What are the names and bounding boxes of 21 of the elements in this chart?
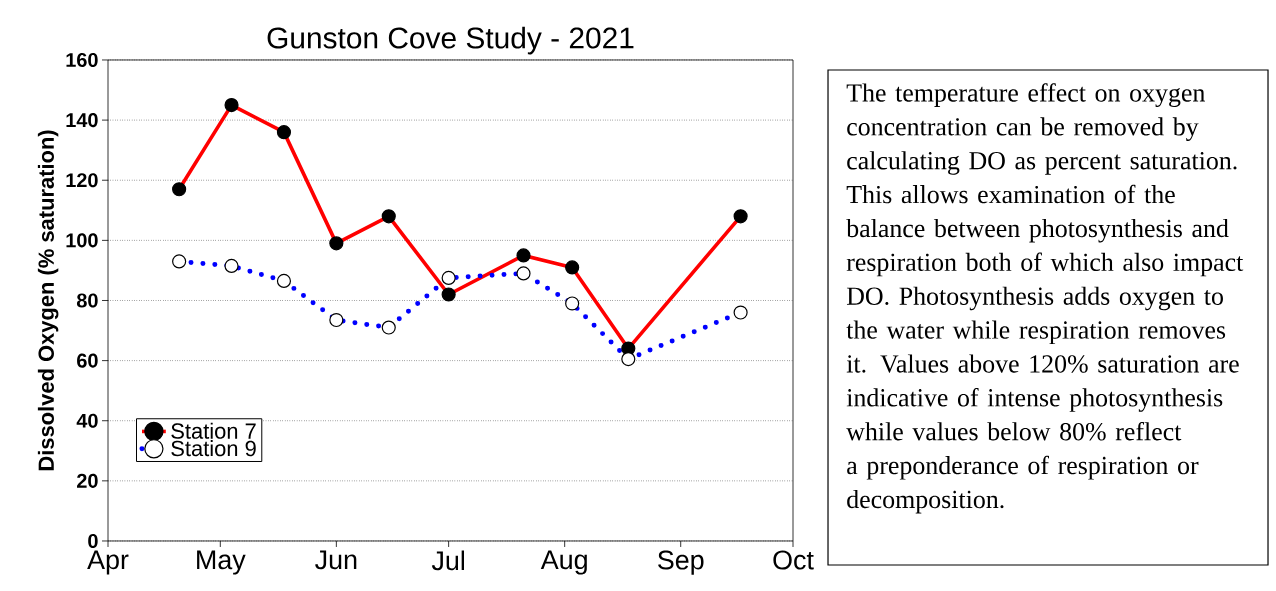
text: The temperature effect on oxygen concentration can be removed by calculating DO as percent saturation. This allows examination of the balance between photosynthesis and respiration both of which also impact DO. Photosynthesis adds oxygen to the water while respiration removes it. Values above 120% saturation are indicative of intense photosynthesis while values below 80% reflect a preponderance of respiration or decomposition.: [846, 83, 1244, 514]
x-tick-label: Sep: [658, 550, 704, 575]
y-tick-label: 80: [76, 293, 98, 308]
x-tick-label: Jun: [315, 550, 357, 570]
y-tick-label: 0: [88, 533, 98, 549]
x-tick-label: Aug: [540, 550, 587, 575]
x-tick-label: Jul: [431, 550, 465, 571]
y-tick-label: 40: [76, 413, 98, 428]
x-tick-label: Apr: [87, 550, 129, 575]
y-tick-label: 100: [66, 233, 98, 248]
legend-label: Station 9: [171, 440, 256, 457]
y-tick-label: 160: [66, 52, 98, 68]
chart-title: Gunston Cove Study - 2021: [267, 26, 634, 55]
y-tick-label: 20: [77, 473, 98, 488]
x-tick-label: Oct: [773, 550, 814, 570]
legend-label: Station 7: [171, 422, 256, 439]
x-tick-label: May: [197, 550, 246, 575]
y-axis-title: Dissolved Oxygen (% saturation): [37, 130, 59, 471]
y-tick-label: 120: [66, 173, 98, 188]
y-tick-label: 140: [66, 113, 98, 128]
y-tick-label: 60: [77, 353, 98, 368]
